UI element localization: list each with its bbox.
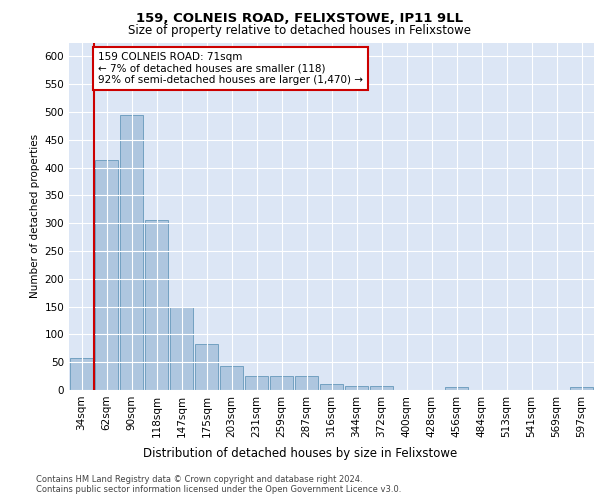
Bar	[95, 160, 118, 390]
Bar	[320, 384, 343, 390]
Bar	[195, 344, 218, 390]
Bar	[120, 115, 143, 390]
Text: Size of property relative to detached houses in Felixstowe: Size of property relative to detached ho…	[128, 24, 472, 37]
Bar	[170, 307, 193, 390]
Y-axis label: Number of detached properties: Number of detached properties	[30, 134, 40, 298]
Bar	[220, 366, 243, 390]
Bar	[345, 386, 368, 390]
Bar	[570, 387, 593, 390]
Bar	[295, 376, 318, 390]
Text: Distribution of detached houses by size in Felixstowe: Distribution of detached houses by size …	[143, 448, 457, 460]
Bar	[445, 387, 468, 390]
Text: 159, COLNEIS ROAD, FELIXSTOWE, IP11 9LL: 159, COLNEIS ROAD, FELIXSTOWE, IP11 9LL	[136, 12, 464, 26]
Bar	[245, 376, 268, 390]
Bar	[270, 376, 293, 390]
Bar	[70, 358, 93, 390]
Text: Contains HM Land Registry data © Crown copyright and database right 2024.: Contains HM Land Registry data © Crown c…	[36, 475, 362, 484]
Text: 159 COLNEIS ROAD: 71sqm
← 7% of detached houses are smaller (118)
92% of semi-de: 159 COLNEIS ROAD: 71sqm ← 7% of detached…	[98, 52, 363, 85]
Bar	[145, 220, 168, 390]
Text: Contains public sector information licensed under the Open Government Licence v3: Contains public sector information licen…	[36, 485, 401, 494]
Bar	[370, 386, 393, 390]
